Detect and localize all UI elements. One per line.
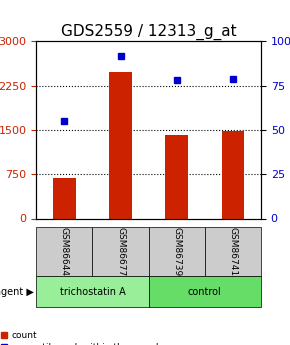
Bar xyxy=(166,135,188,218)
FancyBboxPatch shape xyxy=(36,227,93,276)
Bar xyxy=(109,72,132,218)
Text: GSM86644: GSM86644 xyxy=(60,227,69,276)
Legend: count, percentile rank within the sample: count, percentile rank within the sample xyxy=(0,331,164,345)
FancyBboxPatch shape xyxy=(148,276,261,307)
FancyBboxPatch shape xyxy=(205,227,261,276)
Bar xyxy=(53,178,76,218)
Text: control: control xyxy=(188,287,222,297)
FancyBboxPatch shape xyxy=(93,227,148,276)
Text: GSM86741: GSM86741 xyxy=(229,227,238,276)
Text: GSM86739: GSM86739 xyxy=(172,227,181,276)
Bar xyxy=(222,131,244,218)
Text: agent ▶: agent ▶ xyxy=(0,287,33,297)
Text: trichostatin A: trichostatin A xyxy=(59,287,125,297)
Title: GDS2559 / 12313_g_at: GDS2559 / 12313_g_at xyxy=(61,24,236,40)
FancyBboxPatch shape xyxy=(36,276,148,307)
Text: GSM86677: GSM86677 xyxy=(116,227,125,276)
FancyBboxPatch shape xyxy=(148,227,205,276)
